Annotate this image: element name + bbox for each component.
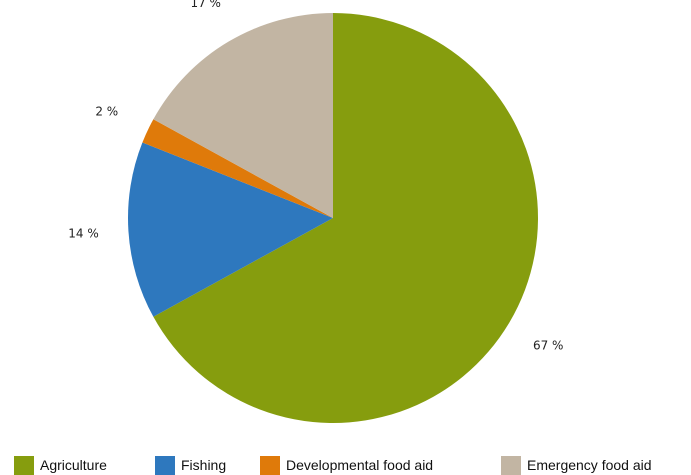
slice-label-fishing: 14 % <box>68 227 99 241</box>
legend-item-agriculture: Agriculture <box>14 455 107 475</box>
legend-swatch-emergency-food-aid <box>501 455 521 475</box>
legend-label-fishing: Fishing <box>181 457 227 473</box>
pie-slice-developmental-food-aid <box>142 119 333 218</box>
pie-chart: 67 % 14 % 2 % 17 % <box>68 0 564 423</box>
legend-item-developmental-food-aid: Developmental food aid <box>260 455 433 475</box>
legend-item-fishing: Fishing <box>155 455 226 475</box>
legend-label-developmental-food-aid: Developmental food aid <box>286 457 434 473</box>
chart-legend: Agriculture Fishing Developmental food a… <box>0 455 691 475</box>
pie-slice-emergency-food-aid <box>153 13 333 218</box>
legend-label-agriculture: Agriculture <box>40 457 107 473</box>
legend-swatch-developmental-food-aid <box>260 455 280 475</box>
legend-swatch-agriculture <box>14 455 34 475</box>
legend-item-emergency-food-aid: Emergency food aid <box>501 455 652 475</box>
slice-label-agriculture: 67 % <box>533 338 564 352</box>
slice-label-emergency-food-aid: 17 % <box>190 0 221 10</box>
pie-slice-fishing <box>128 142 333 317</box>
pie-slice-agriculture <box>153 13 539 423</box>
legend-label-emergency-food-aid: Emergency food aid <box>527 457 652 473</box>
slice-label-developmental-food-aid: 2 % <box>95 105 118 119</box>
legend-swatch-fishing <box>155 455 175 475</box>
